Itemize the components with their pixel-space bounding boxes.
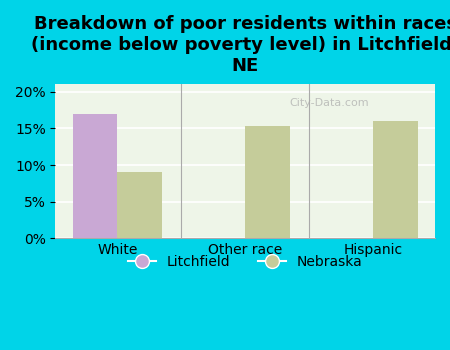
Bar	[245, 126, 290, 238]
Title: Breakdown of poor residents within races
(income below poverty level) in Litchfi: Breakdown of poor residents within races…	[32, 15, 450, 75]
Legend: Litchfield, Nebraska: Litchfield, Nebraska	[122, 250, 368, 275]
Text: City-Data.com: City-Data.com	[289, 98, 369, 108]
Bar	[373, 121, 418, 238]
Bar	[117, 173, 162, 238]
Bar	[73, 114, 117, 238]
